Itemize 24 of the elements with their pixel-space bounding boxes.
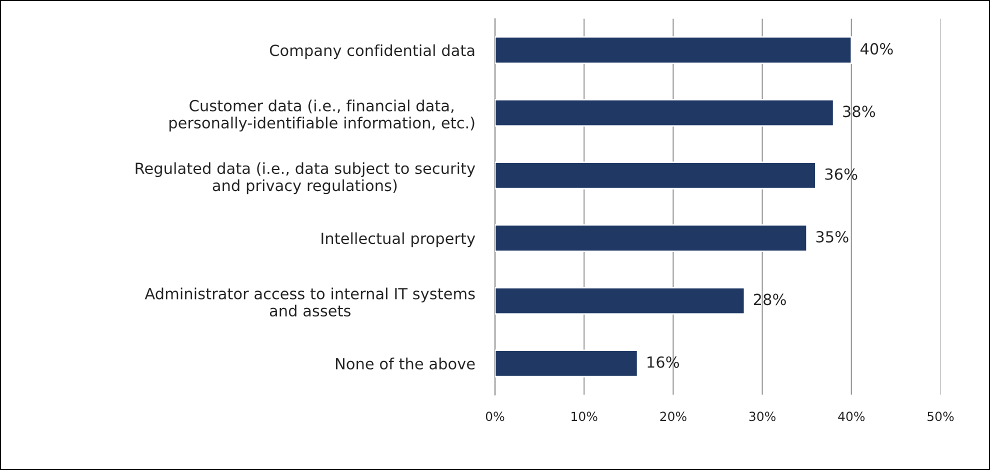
data-label: 28% <box>754 294 786 306</box>
bar <box>495 286 746 315</box>
bar <box>495 162 816 190</box>
y-tick-label: None of the above <box>336 358 475 370</box>
data-label: 36% <box>825 168 858 180</box>
data-label: 16% <box>648 356 680 368</box>
x-tick-label: 0% <box>486 412 504 422</box>
bar <box>495 36 852 64</box>
data-label: 35% <box>816 231 848 243</box>
bar <box>495 224 808 252</box>
x-tick-label: 50% <box>928 412 954 422</box>
y-tick-label: Customer data (i.e., financial data, personally-identifiable information, etc.) <box>170 100 474 132</box>
data-label: 40% <box>860 43 893 55</box>
y-tick-label: Regulated data (i.e., data subject to security and privacy regulations) <box>136 162 476 194</box>
y-tick-label: Administrator access to internal IT systems and assets <box>144 288 475 317</box>
x-tick-label: 20% <box>660 412 686 422</box>
bar <box>495 98 834 127</box>
y-tick-label: Company confidential data <box>270 44 474 60</box>
x-tick-label: 30% <box>749 412 776 422</box>
y-tick-label: Intellectual property <box>322 232 476 248</box>
bar <box>495 350 638 378</box>
x-tick-label: 10% <box>572 412 598 422</box>
x-tick-label: 40% <box>838 412 865 422</box>
data-label: 38% <box>843 106 876 118</box>
